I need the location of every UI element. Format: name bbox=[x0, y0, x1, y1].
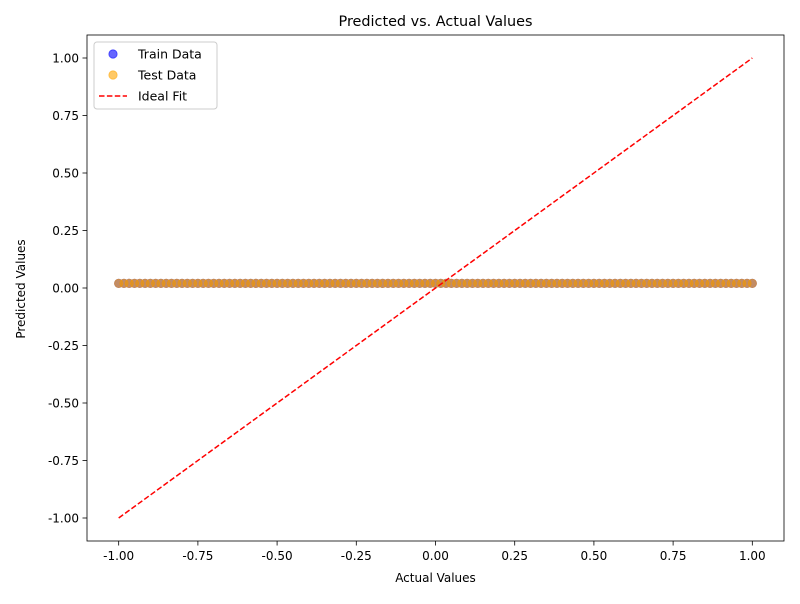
x-axis: -1.00 -0.75 -0.50 -0.25 0.00 0.25 0.50 0.75 1.00 bbox=[103, 541, 766, 563]
ideal-fit-line bbox=[118, 57, 753, 519]
x-tick-label: -0.25 bbox=[341, 549, 372, 563]
x-axis-label: Actual Values bbox=[395, 571, 476, 585]
y-tick-label: 0.75 bbox=[52, 109, 79, 123]
x-tick-label: -1.00 bbox=[103, 549, 134, 563]
x-tick-label: 0.75 bbox=[660, 549, 687, 563]
y-tick-label: -0.50 bbox=[48, 396, 79, 410]
data-point bbox=[747, 278, 757, 288]
legend-item-test-data: Test Data bbox=[108, 68, 196, 83]
legend-label: Ideal Fit bbox=[138, 89, 187, 104]
plot-area bbox=[86, 34, 785, 542]
y-tick-label: 0.00 bbox=[52, 281, 79, 295]
x-tick-label: -0.75 bbox=[182, 549, 213, 563]
y-tick-label: -0.75 bbox=[48, 454, 79, 468]
x-tick-label: -0.50 bbox=[262, 549, 293, 563]
legend-item-train-data: Train Data bbox=[108, 47, 202, 62]
x-tick-label: 0.00 bbox=[422, 549, 449, 563]
legend-item-ideal-fit: Ideal Fit bbox=[99, 89, 187, 104]
chart-title: Predicted vs. Actual Values bbox=[339, 14, 533, 30]
y-tick-label: 1.00 bbox=[52, 51, 79, 65]
y-axis-label: Predicted Values bbox=[14, 239, 28, 338]
y-tick-label: 0.25 bbox=[52, 224, 79, 238]
y-tick-label: -0.25 bbox=[48, 339, 79, 353]
x-tick-label: 1.00 bbox=[739, 549, 766, 563]
legend-label: Train Data bbox=[137, 47, 202, 62]
x-tick-label: 0.50 bbox=[581, 549, 608, 563]
x-tick-label: 0.25 bbox=[501, 549, 528, 563]
y-tick-label: 0.50 bbox=[52, 166, 79, 180]
legend-marker bbox=[108, 49, 118, 59]
y-axis: -1.00 -0.75 -0.50 -0.25 0.00 0.25 0.50 0.75 1.00 bbox=[48, 51, 87, 525]
legend-box bbox=[93, 41, 218, 110]
legend-label: Test Data bbox=[137, 68, 196, 83]
legend-marker bbox=[108, 70, 118, 80]
y-tick-label: -1.00 bbox=[48, 511, 79, 525]
legend: Train Data Test Data Ideal Fit bbox=[93, 41, 218, 110]
series-test-data bbox=[114, 278, 757, 288]
